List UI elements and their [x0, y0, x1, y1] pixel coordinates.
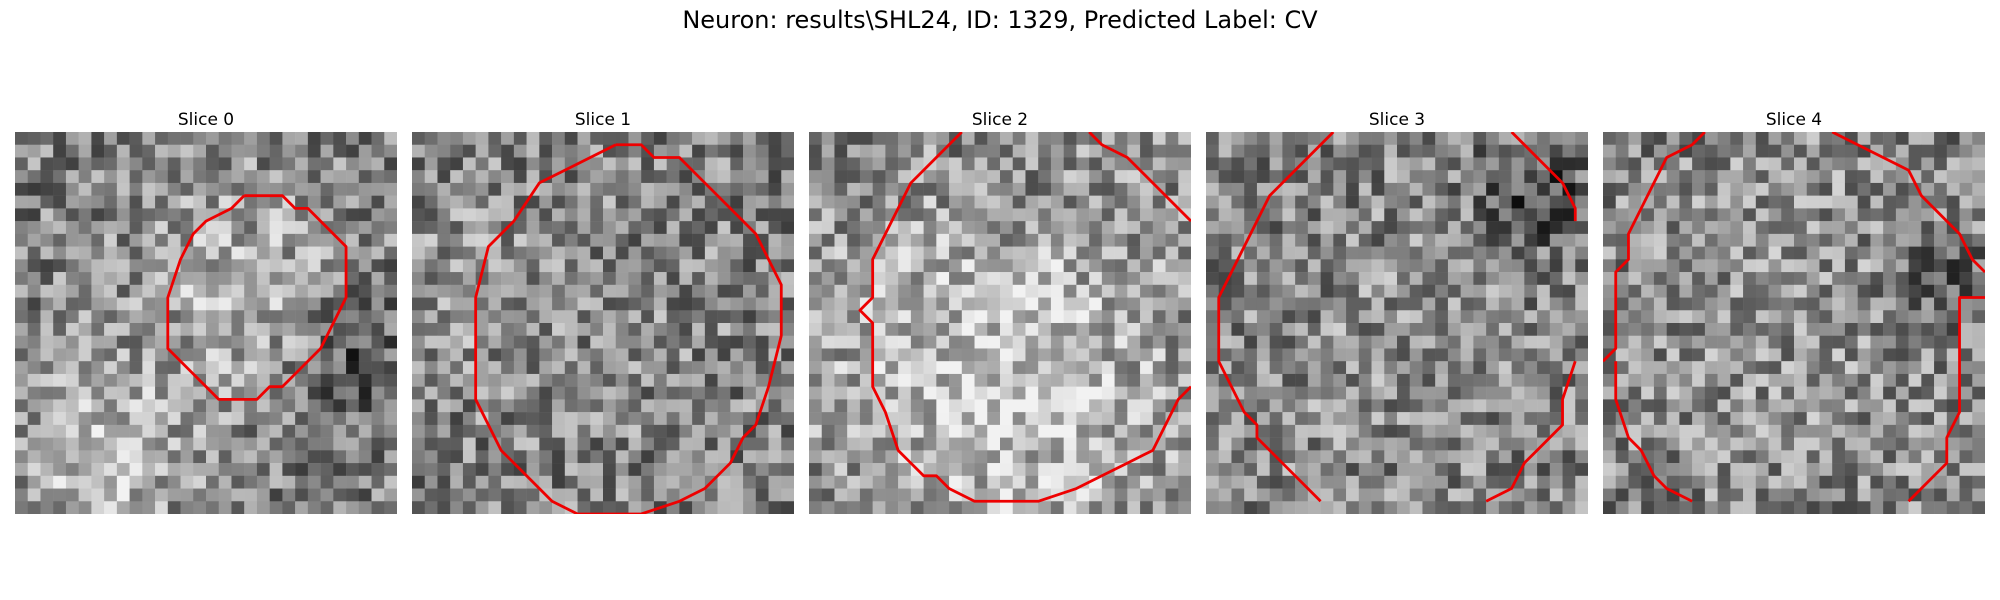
- slice-image-4: [1603, 132, 1985, 514]
- contour-line: [1217, 132, 1335, 503]
- contour-line: [1510, 132, 1577, 222]
- contour-line: [1603, 132, 1706, 363]
- contour-line: [1614, 361, 1693, 503]
- contour-line: [858, 132, 1191, 503]
- slice-panel-4: Slice 4: [1603, 108, 1985, 514]
- slice-image-1: [412, 132, 794, 514]
- slice-image-3: [1206, 132, 1588, 514]
- slice-title-4: Slice 4: [1765, 110, 1823, 130]
- pixel-texture: [809, 132, 1191, 514]
- slice-title-0: Slice 0: [177, 110, 235, 130]
- slice-image-0: [15, 132, 397, 514]
- slice-title-2: Slice 2: [971, 110, 1029, 130]
- contour-line: [474, 143, 783, 514]
- slice-title-3: Slice 3: [1368, 110, 1426, 130]
- contour-line: [1907, 296, 1985, 503]
- slice-title-1: Slice 1: [574, 110, 632, 130]
- figure-title: Neuron: results\SHL24, ID: 1329, Predict…: [682, 6, 1318, 34]
- pixel-texture: [412, 132, 794, 514]
- contour-line: [166, 194, 348, 401]
- contour-line: [1831, 132, 1985, 274]
- slice-image-2: [809, 132, 1191, 514]
- pixel-texture: [1603, 132, 1985, 514]
- contour-line: [1485, 360, 1577, 503]
- slice-panel-1: Slice 1: [412, 108, 794, 514]
- contour-line: [1088, 132, 1191, 223]
- slice-panel-3: Slice 3: [1206, 108, 1588, 514]
- slice-panel-2: Slice 2: [809, 108, 1191, 514]
- pixel-texture: [1206, 132, 1588, 514]
- slice-panel-0: Slice 0: [15, 108, 397, 514]
- pixel-texture: [15, 132, 397, 514]
